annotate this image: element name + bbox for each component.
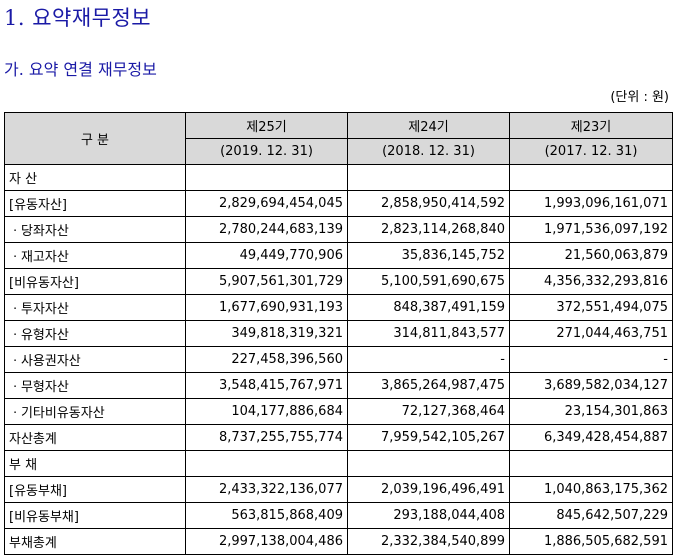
row-label: 부채총계: [4, 528, 186, 555]
section-title: 1. 요약재무정보: [4, 6, 152, 30]
period-label: 제23기: [509, 112, 673, 139]
value-cell: 3,689,582,034,127: [509, 372, 673, 399]
value-cell: 104,177,886,684: [185, 398, 348, 425]
row-label: [비유동자산]: [4, 268, 186, 295]
row-label: [비유동부채]: [4, 502, 186, 529]
period-date: (2018. 12. 31): [347, 138, 510, 165]
value-cell: 2,823,114,268,840: [347, 216, 510, 243]
row-label: 자 산: [4, 164, 186, 191]
value-cell: 2,997,138,004,486: [185, 528, 348, 555]
row-label: [유동부채]: [4, 476, 186, 503]
value-cell: 848,387,491,159: [347, 294, 510, 321]
table-row: ㆍ재고자산 49,449,770,906 35,836,145,752 21,560,…: [4, 242, 673, 269]
table-row: [유동자산] 2,829,694,454,045 2,858,950,414,592…: [4, 190, 673, 217]
row-label: ㆍ무형자산: [4, 372, 186, 399]
value-cell: 23,154,301,863: [509, 398, 673, 425]
period-label: 제25기: [185, 112, 348, 139]
value-cell: 5,100,591,690,675: [347, 268, 510, 295]
value-cell: 349,818,319,321: [185, 320, 348, 347]
table-row: 부채총계 2,997,138,004,486 2,332,384,540,899 1,…: [4, 528, 673, 555]
row-label: ㆍ유형자산: [4, 320, 186, 347]
value-cell: 2,433,322,136,077: [185, 476, 348, 503]
value-cell: 1,040,863,175,362: [509, 476, 673, 503]
value-cell: 72,127,368,464: [347, 398, 510, 425]
value-cell: -: [347, 346, 510, 373]
row-label: ㆍ재고자산: [4, 242, 186, 269]
table-body: 자 산 [유동자산] 2,829,694,454,045 2,858,950,414,…: [4, 164, 673, 555]
value-cell: 1,993,096,161,071: [509, 190, 673, 217]
subsection-title: 가. 요약 연결 재무정보: [4, 60, 157, 79]
row-label: [유동자산]: [4, 190, 186, 217]
value-cell: 6,349,428,454,887: [509, 424, 673, 451]
period-label: 제24기: [347, 112, 510, 139]
value-cell: 293,188,044,408: [347, 502, 510, 529]
value-cell: [347, 450, 510, 477]
financial-summary-table: 구 분 제25기 제24기 제23기 (2019. 12. 31) (2018.…: [4, 112, 673, 555]
value-cell: 21,560,063,879: [509, 242, 673, 269]
table-row: 자 산: [4, 164, 673, 191]
table-row: ㆍ유형자산 349,818,319,321 314,811,843,577 271,0…: [4, 320, 673, 347]
period-date-row: (2019. 12. 31) (2018. 12. 31) (2017. 12.…: [5, 138, 673, 165]
value-cell: [347, 164, 510, 191]
row-label: 자산총계: [4, 424, 186, 451]
value-cell: 49,449,770,906: [185, 242, 348, 269]
value-cell: 8,737,255,755,774: [185, 424, 348, 451]
table-row: ㆍ사용권자산 227,458,396,560- -: [4, 346, 673, 373]
value-cell: 372,551,494,075: [509, 294, 673, 321]
value-cell: [509, 164, 673, 191]
value-cell: 2,829,694,454,045: [185, 190, 348, 217]
header-category: 구 분: [4, 112, 186, 165]
row-label: ㆍ기타비유동자산: [4, 398, 186, 425]
row-label: ㆍ당좌자산: [4, 216, 186, 243]
value-cell: 1,677,690,931,193: [185, 294, 348, 321]
value-cell: 7,959,542,105,267: [347, 424, 510, 451]
table-row: [비유동부채] 563,815,868,409 293,188,044,408 845…: [4, 502, 673, 529]
value-cell: 271,044,463,751: [509, 320, 673, 347]
value-cell: 314,811,843,577: [347, 320, 510, 347]
table-row: [유동부채] 2,433,322,136,077 2,039,196,496,491…: [4, 476, 673, 503]
value-cell: 227,458,396,560: [185, 346, 348, 373]
value-cell: 3,548,415,767,971: [185, 372, 348, 399]
value-cell: 845,642,507,229: [509, 502, 673, 529]
value-cell: -: [509, 346, 673, 373]
unit-note: (단위 : 원): [610, 90, 669, 105]
table-row: ㆍ당좌자산 2,780,244,683,139 2,823,114,268,840 1…: [4, 216, 673, 243]
value-cell: 2,039,196,496,491: [347, 476, 510, 503]
row-label: ㆍ사용권자산: [4, 346, 186, 373]
value-cell: 1,886,505,682,591: [509, 528, 673, 555]
period-label-row: 구 분 제25기 제24기 제23기: [4, 112, 673, 165]
value-cell: 5,907,561,301,729: [185, 268, 348, 295]
row-label: 부 채: [4, 450, 186, 477]
table-row: [비유동자산] 5,907,561,301,729 5,100,591,690,67…: [4, 268, 673, 295]
value-cell: 1,971,536,097,192: [509, 216, 673, 243]
value-cell: 563,815,868,409: [185, 502, 348, 529]
table-row: ㆍ투자자산 1,677,690,931,193 848,387,491,159 372…: [4, 294, 673, 321]
period-date: (2019. 12. 31): [185, 138, 348, 165]
table-header: 구 분 제25기 제24기 제23기 (2019. 12. 31) (2018.…: [4, 112, 673, 165]
value-cell: 35,836,145,752: [347, 242, 510, 269]
table-row: ㆍ무형자산 3,548,415,767,971 3,865,264,987,475 3…: [4, 372, 673, 399]
value-cell: 4,356,332,293,816: [509, 268, 673, 295]
row-label: ㆍ투자자산: [4, 294, 186, 321]
value-cell: 2,858,950,414,592: [347, 190, 510, 217]
table-row: 자산총계 8,737,255,755,774 7,959,542,105,267 6,…: [4, 424, 673, 451]
value-cell: 2,332,384,540,899: [347, 528, 510, 555]
value-cell: [509, 450, 673, 477]
value-cell: 3,865,264,987,475: [347, 372, 510, 399]
value-cell: [185, 450, 348, 477]
table-row: 부 채: [4, 450, 673, 477]
value-cell: [185, 164, 348, 191]
period-date: (2017. 12. 31): [509, 138, 673, 165]
value-cell: 2,780,244,683,139: [185, 216, 348, 243]
table-row: ㆍ기타비유동자산 104,177,886,684 72,127,368,464 23,…: [4, 398, 673, 425]
